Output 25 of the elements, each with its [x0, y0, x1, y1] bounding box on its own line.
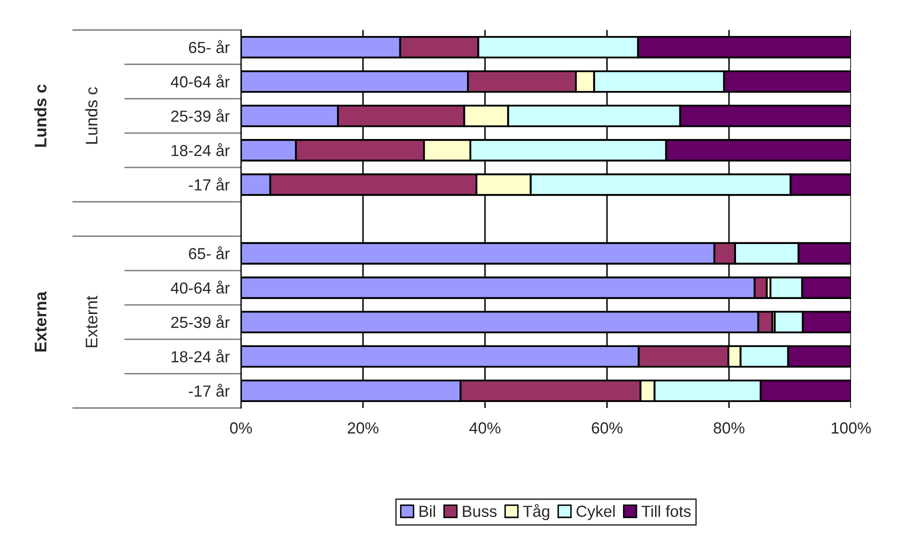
y-tick-label: 65- år	[188, 246, 230, 260]
legend-label: Buss	[462, 506, 497, 517]
y-tick-label: 40-64 år	[170, 74, 230, 88]
legend-label: Cykel	[576, 505, 615, 520]
y-tick-label: 25-39 år	[171, 108, 230, 122]
text: Externa	[34, 291, 46, 352]
y-tick-label: -17 år	[188, 384, 230, 397]
text: Externt	[86, 296, 98, 348]
y-tick-label: 18-24 år	[172, 349, 230, 362]
x-tick-label: 80%	[714, 422, 744, 434]
x-tick-label: 0%	[230, 422, 252, 434]
y-tick-label: 40-64 år	[170, 280, 230, 294]
x-tick-label: 60%	[592, 422, 622, 434]
text: Lunds c	[34, 84, 46, 147]
y-tick-label: 18-24 år	[172, 143, 230, 156]
legend-label: Tåg	[523, 504, 550, 520]
y-tick-label: 25-39 år	[171, 315, 230, 328]
text: Lunds c	[85, 87, 98, 144]
y-tick-label: 65- år	[188, 40, 230, 54]
x-tick-label: 20%	[348, 422, 378, 434]
legend-label: Till fots	[642, 505, 691, 517]
x-tick-label: 100%	[832, 422, 871, 434]
legend-label: Bil	[420, 505, 436, 517]
y-tick-label: -17 år	[188, 178, 230, 191]
x-tick-label: 40%	[469, 422, 500, 434]
